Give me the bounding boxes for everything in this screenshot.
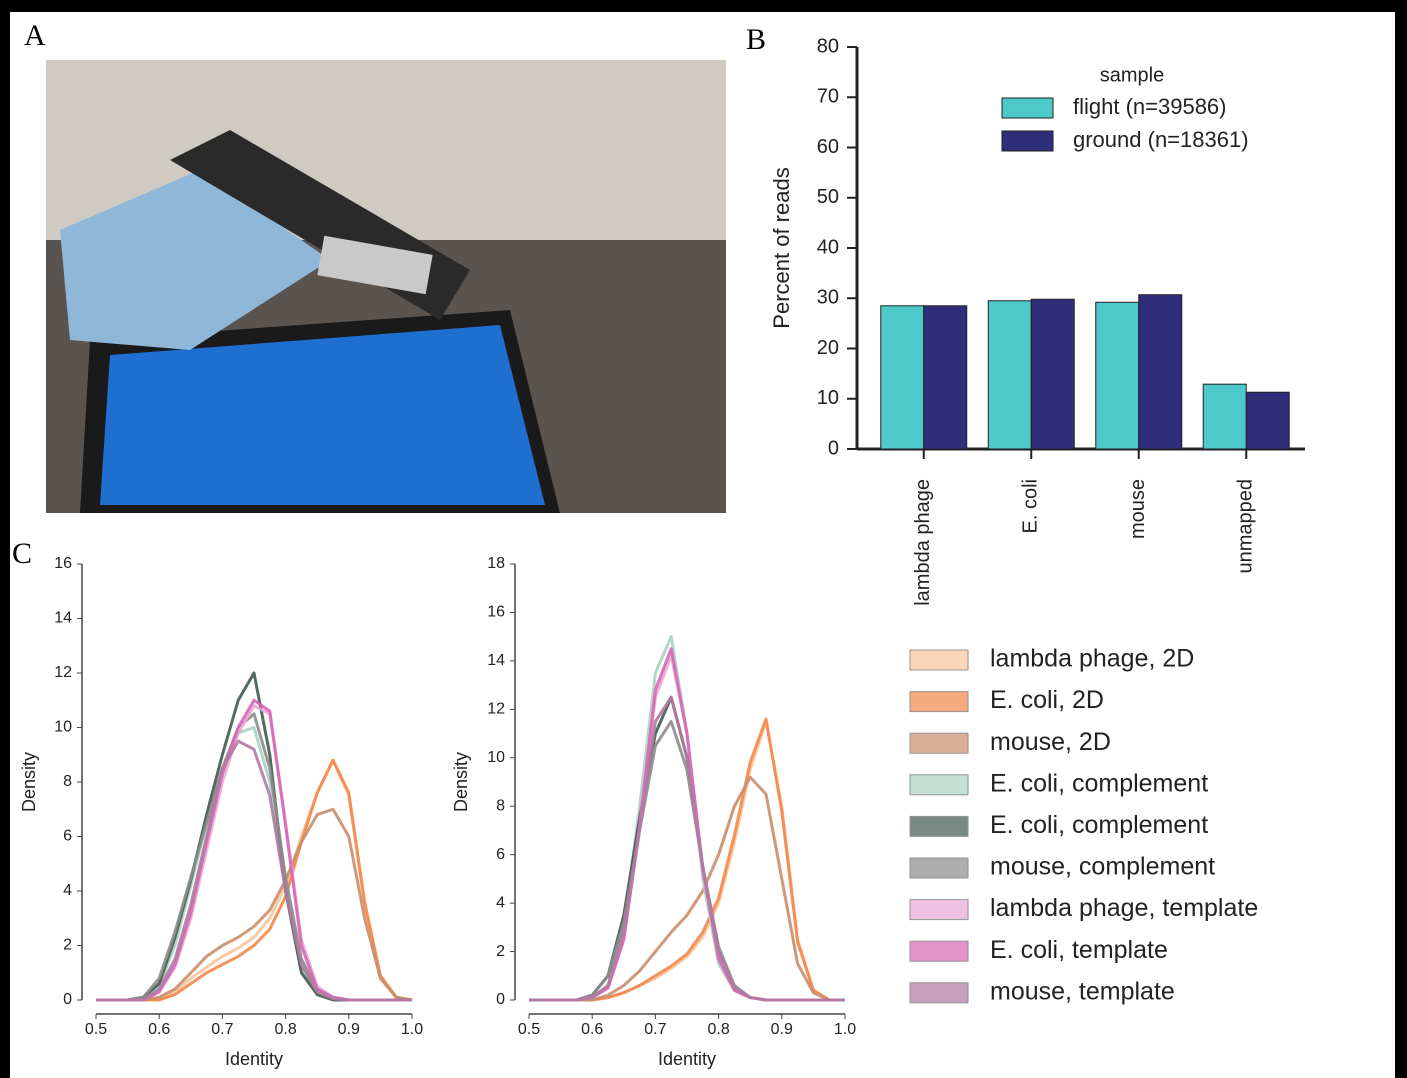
legend-label: lambda phage, 2D (990, 645, 1194, 673)
legend-title: sample (1100, 64, 1164, 86)
legend-swatch (909, 815, 969, 837)
bar (1202, 383, 1247, 450)
legend-swatch (909, 649, 969, 671)
y-tick-label: 18 (487, 555, 505, 572)
y-axis-label: Density (451, 752, 471, 812)
legend-swatch (1001, 97, 1054, 119)
bar (1138, 294, 1183, 450)
y-tick-label: 16 (487, 604, 505, 621)
y-tick-label: 50 (817, 186, 839, 208)
y-tick-label: 2 (496, 943, 505, 960)
density-curve (96, 739, 412, 1002)
legend-label: ground (n=18361) (1073, 127, 1249, 152)
y-axis-label: Percent of reads (769, 167, 794, 328)
legend-swatch (1001, 130, 1054, 152)
panel-label: C (12, 537, 32, 570)
legend-swatch (909, 732, 969, 754)
legend-swatch (909, 774, 969, 796)
y-tick-label: 8 (63, 773, 72, 790)
bar (987, 300, 1032, 450)
legend-label: E. coli, complement (990, 769, 1208, 797)
legend-label: flight (n=39586) (1073, 94, 1227, 119)
photo (46, 60, 726, 513)
y-tick-label: 10 (54, 719, 72, 736)
legend-label: mouse, complement (990, 853, 1215, 881)
bar (1030, 298, 1075, 450)
legend-label: mouse, 2D (990, 728, 1111, 756)
y-tick-label: 10 (817, 387, 839, 409)
bar (1095, 301, 1140, 450)
y-tick-label: 70 (817, 86, 839, 108)
y-tick-label: 14 (54, 610, 72, 627)
y-axis-label: Density (19, 752, 39, 812)
x-tick-label: 0.7 (211, 1021, 233, 1038)
y-tick-label: 4 (63, 882, 72, 899)
y-tick-label: 40 (817, 236, 839, 258)
x-tick-label: 0.7 (644, 1021, 666, 1038)
bar (880, 305, 925, 450)
legend-swatch (909, 857, 969, 879)
bar (923, 305, 968, 450)
y-tick-label: 12 (54, 664, 72, 681)
x-tick-label: 0.5 (85, 1021, 107, 1038)
x-tick-label: 0.6 (148, 1021, 170, 1038)
x-tick-label: 0.8 (274, 1021, 296, 1038)
y-tick-label: 6 (63, 828, 72, 845)
legend-label: mouse, template (990, 977, 1175, 1005)
x-axis-label: Identity (658, 1049, 716, 1069)
y-tick-label: 0 (828, 437, 839, 459)
y-tick-label: 20 (817, 337, 839, 359)
x-axis-label: Identity (225, 1049, 283, 1069)
bar (1245, 391, 1290, 450)
x-tick-label: 1.0 (834, 1021, 856, 1038)
x-tick-label: unmapped (1235, 479, 1257, 574)
x-tick-label: 0.5 (518, 1021, 540, 1038)
y-tick-label: 80 (817, 35, 839, 57)
y-tick-label: 14 (487, 652, 505, 669)
x-tick-label: 0.9 (771, 1021, 793, 1038)
x-tick-label: 0.9 (338, 1021, 360, 1038)
legend-label: E. coli, template (990, 936, 1168, 964)
legend-label: E. coli, 2D (990, 686, 1104, 714)
x-tick-label: mouse (1127, 479, 1149, 539)
x-tick-label: 0.8 (707, 1021, 729, 1038)
y-tick-label: 6 (496, 846, 505, 863)
y-tick-label: 16 (54, 555, 72, 572)
y-tick-label: 10 (487, 749, 505, 766)
y-tick-label: 8 (496, 797, 505, 814)
x-tick-label: E. coli (1020, 479, 1042, 533)
panel-label: B (746, 23, 766, 56)
y-tick-label: 0 (63, 991, 72, 1008)
density-curve (96, 807, 413, 1002)
legend-label: E. coli, complement (990, 811, 1208, 839)
y-tick-label: 4 (496, 894, 505, 911)
legend-swatch (909, 940, 969, 962)
legend-swatch (909, 899, 969, 921)
y-tick-label: 30 (817, 287, 839, 309)
x-tick-label: 0.6 (581, 1021, 603, 1038)
y-tick-label: 12 (487, 701, 505, 718)
density-curve (529, 695, 845, 1002)
y-tick-label: 60 (817, 136, 839, 158)
legend-swatch (909, 691, 969, 713)
panel-label: A (24, 19, 46, 52)
legend-swatch (909, 982, 969, 1004)
x-tick-label: 1.0 (401, 1021, 423, 1038)
y-tick-label: 2 (63, 937, 72, 954)
legend-label: lambda phage, template (990, 894, 1258, 922)
x-tick-label: lambda phage (912, 479, 934, 606)
y-tick-label: 0 (496, 991, 505, 1008)
